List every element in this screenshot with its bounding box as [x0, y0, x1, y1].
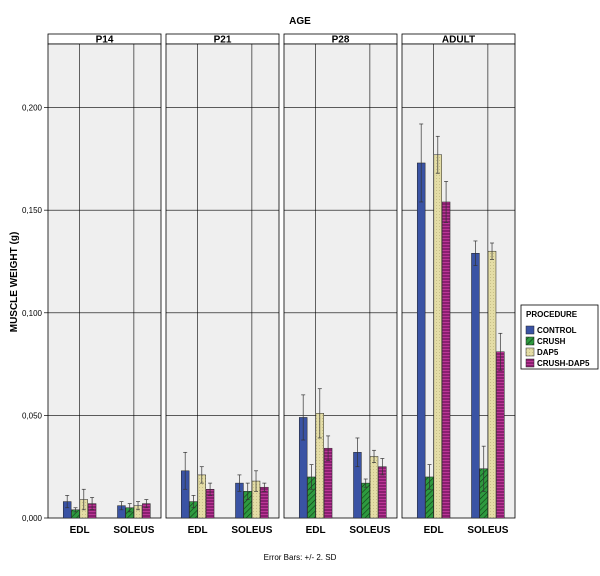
x-tick-label: EDL: [70, 525, 90, 536]
bar-control: [416, 162, 426, 519]
y-tick-label: 0,150: [22, 206, 43, 215]
bar-dap5: [487, 250, 497, 519]
bar-dap5: [369, 456, 379, 519]
y-ticks-group: 0,000 0,050 0,100 0,150 0,200: [22, 104, 48, 523]
chart-title: AGE: [289, 16, 311, 27]
error-bars-note: Error Bars: +/- 2. SD: [264, 553, 337, 562]
panel-p14: P14 EDL SOLEUS: [47, 33, 162, 536]
legend-label-control: CONTROL: [537, 326, 577, 335]
x-tick-label: SOLEUS: [113, 525, 154, 536]
legend-swatch-control: [525, 325, 535, 335]
bar-control: [471, 253, 480, 519]
panel-p21: P21 EDL SOLEUS: [165, 33, 280, 536]
bar-crush: [361, 482, 370, 519]
x-tick-label: EDL: [188, 525, 208, 536]
legend-swatch-crush: [525, 336, 535, 346]
y-tick-label: 0,200: [22, 104, 43, 113]
x-tick-label: SOLEUS: [467, 525, 508, 536]
panel-title: P14: [96, 35, 114, 46]
legend-label-crush: CRUSH: [537, 337, 566, 346]
bar-crush-dap5: [496, 351, 505, 519]
y-axis-label: MUSCLE WEIGHT (g): [9, 232, 20, 333]
panel-adult: ADULT EDL SOLEUS: [401, 33, 516, 536]
legend-swatch-dap5: [525, 347, 535, 357]
panel-plot-area: [47, 43, 162, 519]
bar-crush-dap5: [260, 486, 269, 519]
panel-title: P28: [332, 35, 350, 46]
panel-p28: P28 EDL SOLEUS: [283, 33, 398, 536]
legend-title: PROCEDURE: [526, 310, 578, 319]
panel-plot-area: [165, 43, 280, 519]
x-tick-label: SOLEUS: [349, 525, 390, 536]
y-tick-label: 0,050: [22, 411, 43, 420]
x-tick-label: EDL: [306, 525, 326, 536]
panel-title: P21: [214, 35, 232, 46]
bar-dap5: [433, 154, 442, 519]
legend-label-dap5: DAP5: [537, 348, 559, 357]
y-tick-label: 0,100: [22, 309, 43, 318]
legend: PROCEDURE CONTROL CRUSH DAP5 CRUSH-DAP5: [520, 304, 599, 370]
bar-crush-dap5: [441, 201, 451, 519]
legend-swatch-crush-dap5: [525, 358, 535, 368]
panel-title: ADULT: [442, 35, 475, 46]
y-tick-label: 0,000: [22, 514, 43, 523]
legend-label-crush-dap5: CRUSH-DAP5: [537, 359, 590, 368]
x-tick-label: SOLEUS: [231, 525, 272, 536]
x-tick-label: EDL: [424, 525, 444, 536]
